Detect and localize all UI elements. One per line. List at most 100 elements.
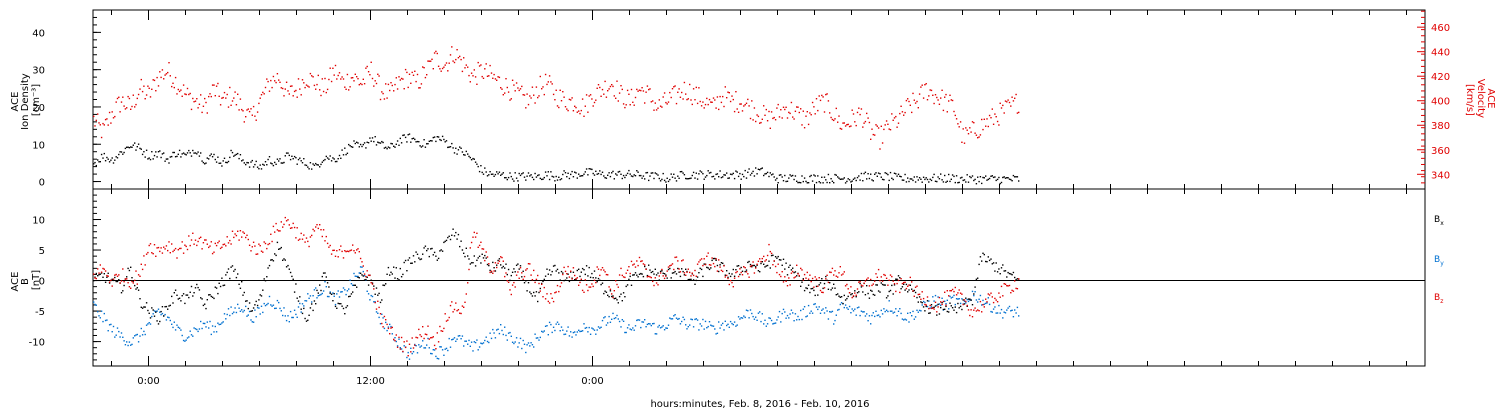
bz-point [930,307,933,310]
velocity-point [205,101,207,104]
bz-point [945,304,947,306]
bx-point [710,267,712,269]
by-point [496,329,498,331]
velocity-point [197,107,199,109]
density-point [396,140,399,142]
bot-ylabel-line-3: [nT] [31,270,42,290]
velocity-point [100,136,103,139]
velocity-point [1012,100,1015,102]
density-point [432,136,434,139]
bx-point [118,279,120,281]
bx-point [93,280,95,282]
bz-point [777,263,779,265]
by-point [950,297,952,299]
bx-point [580,271,582,273]
by-point [589,333,592,335]
density-point [180,156,182,158]
density-point [789,174,791,176]
by-point [148,322,150,324]
bx-point [840,296,843,298]
bz-point [348,250,350,253]
velocity-point [168,62,170,64]
bx-point [152,309,154,311]
bz-point [1000,285,1003,288]
bz-point [752,261,754,263]
velocity-point [515,82,518,84]
bz-point [206,243,208,245]
bx-point [99,273,101,275]
bx-point [482,257,485,259]
bx-point [552,265,555,267]
bz-point [840,274,843,276]
density-point [974,178,976,181]
velocity-point [937,99,939,101]
velocity-point [749,117,752,120]
velocity-point [416,73,419,76]
bx-point [681,268,683,270]
velocity-point [126,107,128,109]
density-point [932,176,934,179]
by-point [504,326,506,328]
density-point [488,174,490,176]
density-point [765,172,767,175]
by-point [887,310,889,313]
bz-point [835,275,837,277]
bot-ylabel-line-1: ACE [10,272,21,292]
by-point [332,292,334,294]
density-point [164,160,166,162]
bx-point [213,297,215,300]
bz-point [208,246,210,249]
by-point [184,340,186,342]
bz-point [141,268,144,271]
velocity-point [276,73,279,75]
density-point [204,163,206,165]
bz-point [918,293,921,295]
bz-point [342,257,345,259]
velocity-point [934,94,937,96]
density-point [311,168,313,170]
velocity-point [128,97,131,100]
bx-point [659,270,662,273]
density-point [424,146,427,148]
velocity-point [134,106,136,108]
bx-point [632,274,634,276]
velocity-point [847,123,849,126]
velocity-point [932,94,934,96]
velocity-point [280,87,282,89]
bx-point [926,300,929,302]
velocity-point [231,100,234,102]
density-point [603,175,605,177]
velocity-point [581,98,584,100]
bz-point [305,237,308,239]
bx-point [525,280,527,282]
density-point [373,140,375,143]
velocity-point [802,110,804,112]
bx-point [106,276,108,278]
bx-point [107,272,109,274]
bx-point [378,292,380,295]
by-point [493,332,495,334]
bx-point [394,277,396,279]
density-point [900,176,902,178]
density-point [896,175,898,177]
density-point [1015,176,1017,178]
bz-point [652,280,654,283]
bz-point [612,296,614,299]
bz-point [423,337,425,340]
velocity-point [350,77,353,79]
density-point [198,155,201,157]
bz-point [711,257,713,259]
by-point [238,307,240,309]
by-point [867,320,869,322]
density-point [732,172,734,175]
by-point [139,335,141,337]
by-point [986,302,988,304]
bx-point [251,310,253,312]
density-point [127,146,129,148]
velocity-point [297,78,300,80]
density-point [227,160,230,163]
velocity-point [699,100,701,103]
velocity-point [440,70,442,72]
velocity-point [922,97,925,99]
bz-point [451,301,453,303]
